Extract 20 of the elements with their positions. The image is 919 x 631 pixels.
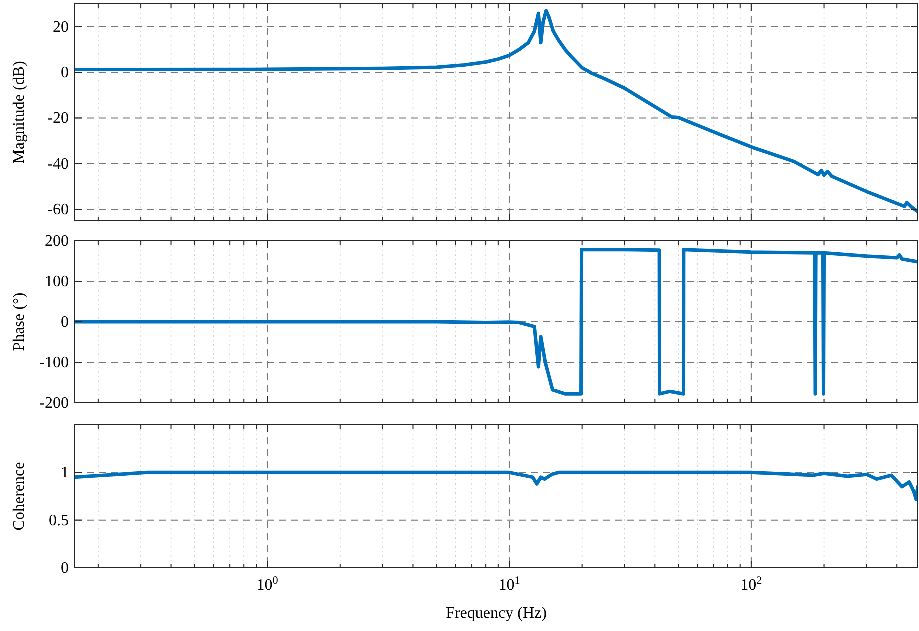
y-tick-label: -60 bbox=[48, 202, 69, 219]
y-axis-title: Coherence bbox=[11, 462, 28, 531]
y-tick-label: 0 bbox=[61, 314, 69, 331]
y-tick-label: -20 bbox=[48, 110, 69, 128]
y-axis-title: Phase (°) bbox=[11, 292, 28, 352]
y-tick-label: -40 bbox=[48, 156, 69, 173]
x-tick-label: 10$^{2}$ bbox=[740, 575, 762, 594]
y-tick-label: 0 bbox=[61, 560, 69, 577]
y-tick-label: 0 bbox=[61, 64, 69, 82]
y-tick-label: -100 bbox=[40, 354, 69, 372]
x-axis-title: Frequency (Hz) bbox=[446, 605, 547, 622]
x-tick-label: 10$^{0}$ bbox=[256, 575, 279, 594]
y-tick-label: 200 bbox=[45, 233, 69, 250]
y-tick-label: 20 bbox=[53, 18, 69, 36]
y-tick-label: 100 bbox=[45, 274, 69, 290]
y-tick-label: 0.5 bbox=[49, 512, 69, 530]
y-tick-label: -200 bbox=[40, 395, 69, 412]
y-axis-title: Magnitude (dB) bbox=[11, 61, 28, 164]
y-tick-label: 1 bbox=[61, 464, 69, 482]
x-tick-label: 10$^{1}$ bbox=[498, 575, 520, 594]
